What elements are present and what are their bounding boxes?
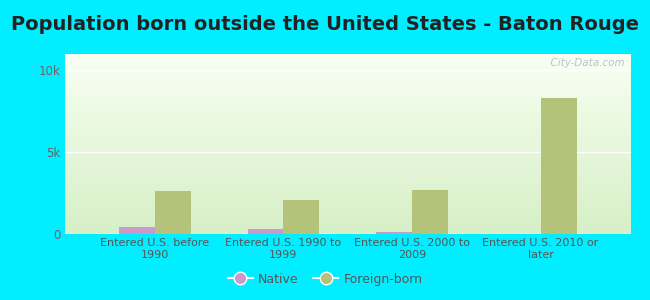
Bar [412, 190, 448, 234]
Bar [155, 191, 191, 234]
Bar [541, 98, 577, 234]
Bar [376, 232, 412, 234]
Bar [248, 229, 283, 234]
Bar [504, 233, 541, 234]
Text: City-Data.com: City-Data.com [544, 58, 625, 68]
Legend: Native, Foreign-born: Native, Foreign-born [223, 268, 427, 291]
Bar [283, 200, 320, 234]
Bar [119, 227, 155, 234]
Text: Population born outside the United States - Baton Rouge: Population born outside the United State… [11, 15, 639, 34]
